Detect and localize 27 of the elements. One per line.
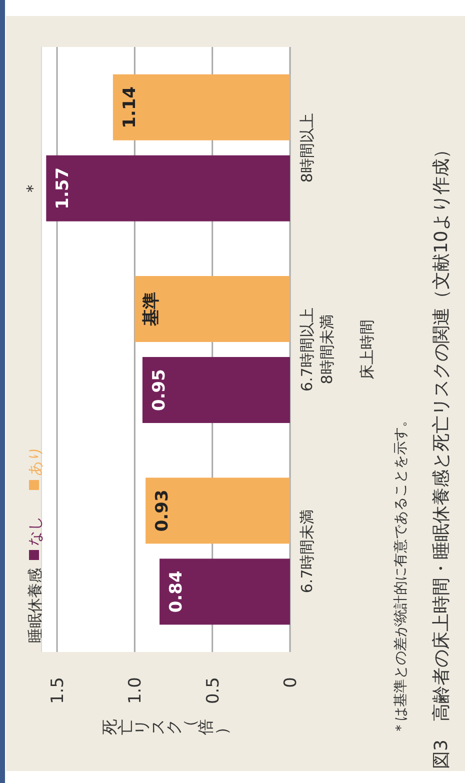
data-label: 0.84: [166, 570, 187, 613]
x-tick-label: 1.5: [48, 677, 68, 704]
data-label: 1.14: [120, 86, 140, 128]
bar: [160, 558, 290, 625]
y-tick-label: 6.7時間未満: [298, 509, 316, 594]
data-label: 1.57: [53, 167, 74, 210]
legend-title: 睡眠休養感: [26, 568, 44, 643]
text: なし: [26, 516, 44, 546]
data-label: 基準: [142, 292, 162, 327]
y-tick-label: 8時間以上: [298, 113, 316, 183]
y-axis-title: 床上時間: [358, 320, 376, 380]
bar: [134, 276, 290, 342]
data-label: 0.93: [152, 490, 173, 532]
text: ＊は基準との差が統計的に有意であることを示す。: [393, 413, 409, 735]
y-tick-label: 6.7時間以上 8時間未満: [298, 308, 336, 392]
x-tick-label: 1.0: [126, 677, 146, 704]
annotation: ＊: [23, 180, 44, 197]
bar: [46, 155, 290, 222]
text: あり: [26, 446, 44, 476]
x-axis-title: 死亡リスク（倍）: [100, 719, 231, 735]
bar: [142, 357, 290, 423]
bar: [112, 74, 290, 140]
data-label: 0.95: [149, 369, 170, 411]
bar: [146, 478, 290, 544]
text: 図3 高齢者の床上時間・睡眠休養感と死亡リスクの関連（文献10より作成）: [431, 140, 452, 769]
x-tick-label: 0: [281, 677, 301, 688]
x-tick-label: 0.5: [203, 677, 224, 704]
